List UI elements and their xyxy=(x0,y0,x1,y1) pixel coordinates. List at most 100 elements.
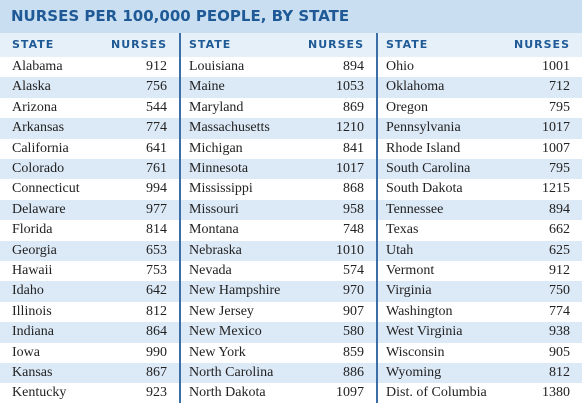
nurse-count: 894 xyxy=(343,59,364,74)
nurse-count: 1215 xyxy=(542,181,570,197)
table-row: North Dakota 1097 xyxy=(181,383,376,403)
nurse-count: 641 xyxy=(146,140,167,156)
state-name: New York xyxy=(189,344,246,360)
state-name: Oregon xyxy=(386,99,428,115)
table-row: Montana 748 xyxy=(181,220,376,241)
table-row: Wyoming 812 xyxy=(378,363,582,384)
state-name: Virginia xyxy=(386,283,432,299)
state-name: Minnesota xyxy=(189,161,249,176)
table-row: Kentucky 923 xyxy=(0,383,179,403)
state-name: North Carolina xyxy=(189,365,274,380)
table-row: Illinois 812 xyxy=(0,301,179,323)
state-name: South Dakota xyxy=(386,181,463,197)
state-name: Washington xyxy=(386,303,453,319)
nurse-count: 812 xyxy=(146,303,167,319)
table-row: Hawaii 753 xyxy=(0,261,179,282)
state-name: Texas xyxy=(386,222,419,238)
nurse-count: 912 xyxy=(146,59,167,74)
state-name: New Jersey xyxy=(189,303,254,319)
table-row: Louisiana 894 xyxy=(181,57,376,78)
state-name: Maine xyxy=(189,79,225,95)
table-row: Washington 774 xyxy=(378,301,582,323)
state-name: Nebraska xyxy=(189,242,242,258)
state-name: Dist. of Columbia xyxy=(386,385,487,401)
state-name: Montana xyxy=(189,222,239,238)
nurse-count: 1007 xyxy=(542,140,570,156)
header-cell: NURSES xyxy=(111,38,167,51)
table-row: New Jersey 907 xyxy=(181,301,376,323)
nurse-count: 1380 xyxy=(542,385,570,401)
state-name: Michigan xyxy=(189,140,243,156)
header-cell: STATE xyxy=(12,38,55,51)
nurse-count: 761 xyxy=(146,161,167,176)
table-row: Kansas 867 xyxy=(0,363,179,384)
nurse-count: 795 xyxy=(549,161,570,176)
table-row: New Hampshire 970 xyxy=(181,281,376,302)
nurse-count: 1017 xyxy=(542,120,570,136)
table-row: Tennessee 894 xyxy=(378,199,582,221)
nurse-count: 748 xyxy=(343,222,364,238)
state-name: Florida xyxy=(12,222,53,238)
state-name: Delaware xyxy=(12,201,66,217)
table-row: Iowa 990 xyxy=(0,342,179,363)
nurse-count: 864 xyxy=(146,324,167,340)
state-name: Wisconsin xyxy=(386,344,445,360)
state-name: Idaho xyxy=(12,283,44,299)
nurse-count: 1001 xyxy=(542,59,570,74)
table-row: Oregon 795 xyxy=(378,97,582,119)
nurse-count: 905 xyxy=(549,344,570,360)
state-name: Arizona xyxy=(12,99,58,115)
table-row: Virginia 750 xyxy=(378,281,582,302)
state-name: Massachusetts xyxy=(189,120,270,136)
nurse-count: 662 xyxy=(549,222,570,238)
state-name: Maryland xyxy=(189,99,244,115)
nurse-count: 814 xyxy=(146,222,167,238)
table-row: New York 859 xyxy=(181,342,376,363)
nurse-count: 977 xyxy=(146,201,167,217)
state-name: South Carolina xyxy=(386,161,471,176)
nurse-count: 868 xyxy=(343,181,364,197)
header-cell: STATE xyxy=(386,38,429,51)
nurse-count: 938 xyxy=(549,324,570,340)
header-cell: NURSES xyxy=(514,38,570,51)
header-cell: NURSES xyxy=(308,38,364,51)
state-name: Arkansas xyxy=(12,120,65,136)
state-name: Rhode Island xyxy=(386,140,461,156)
table-row: Alabama 912 xyxy=(0,57,179,78)
table-row: South Dakota 1215 xyxy=(378,179,582,200)
state-name: Colorado xyxy=(12,161,65,176)
nurse-count: 907 xyxy=(343,303,364,319)
state-name: Alabama xyxy=(12,59,63,74)
table-row: Massachusetts 1210 xyxy=(181,118,376,139)
nurse-count: 912 xyxy=(549,263,570,278)
state-name: Kentucky xyxy=(12,385,67,401)
table-row: Michigan 841 xyxy=(181,138,376,159)
nurse-count: 774 xyxy=(549,303,570,319)
table-row: Utah 625 xyxy=(378,240,582,261)
table-row: Colorado 761 xyxy=(0,159,179,180)
nurse-count: 1017 xyxy=(336,161,364,176)
state-name: Nevada xyxy=(189,263,232,278)
state-name: Utah xyxy=(386,242,414,258)
nurse-count: 580 xyxy=(343,324,364,340)
state-name: North Dakota xyxy=(189,385,266,401)
nurse-count: 1053 xyxy=(336,79,364,95)
table-row: Wisconsin 905 xyxy=(378,342,582,363)
header-cell: STATE xyxy=(189,38,232,51)
state-name: Illinois xyxy=(12,303,52,319)
table-title: NURSES PER 100,000 PEOPLE, BY STATE xyxy=(0,0,582,33)
table-row: Georgia 653 xyxy=(0,240,179,261)
table-row: Pennsylvania 1017 xyxy=(378,118,582,139)
state-name: Connecticut xyxy=(12,181,80,197)
state-name: California xyxy=(12,140,69,156)
state-name: Oklahoma xyxy=(386,79,445,95)
state-name: Pennsylvania xyxy=(386,120,461,136)
nurse-count: 653 xyxy=(146,242,167,258)
state-name: Iowa xyxy=(12,344,40,360)
nurse-count: 753 xyxy=(146,263,167,278)
header-row: STATE NURSES xyxy=(181,33,376,57)
table-row: Ohio 1001 xyxy=(378,57,582,78)
table-row: Maryland 869 xyxy=(181,97,376,119)
table-row: Delaware 977 xyxy=(0,199,179,221)
